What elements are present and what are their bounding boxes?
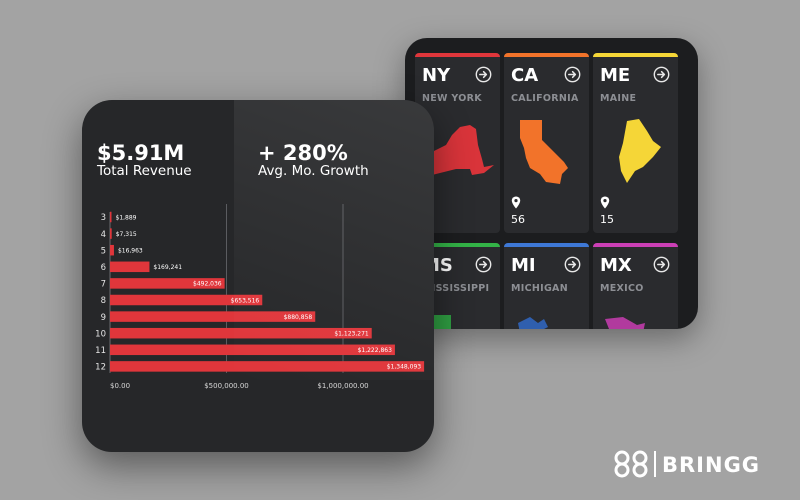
chart-bar xyxy=(110,294,263,306)
arrow-right-circle-icon[interactable] xyxy=(564,256,581,273)
chart-category-label: 4 xyxy=(101,230,106,240)
state-card-michigan[interactable]: MI MICHIGAN xyxy=(504,243,589,329)
chart-category-label: 7 xyxy=(101,280,106,290)
brand-logo: BRINGG xyxy=(612,449,772,479)
growth-value: + 280% xyxy=(258,141,348,165)
growth-label: Avg. Mo. Growth xyxy=(258,163,369,179)
state-name: MISSISSIPPI xyxy=(422,283,490,294)
location-pin-icon xyxy=(511,194,521,209)
chart-x-tick-label: $1,000,000.00 xyxy=(317,382,368,390)
state-accent-bar xyxy=(415,243,500,247)
chart-data-label: $169,241 xyxy=(153,264,182,271)
arrow-right-circle-icon[interactable] xyxy=(475,256,492,273)
bringg-logo-icon xyxy=(614,450,648,478)
arrow-right-circle-icon[interactable] xyxy=(564,66,581,83)
logo-divider xyxy=(654,451,656,477)
state-card-maine[interactable]: ME MAINE 15 xyxy=(593,53,678,233)
state-accent-bar xyxy=(593,53,678,57)
chart-category-label: 5 xyxy=(101,246,106,256)
total-revenue-value: $5.91M xyxy=(97,141,185,165)
maine-shape-icon xyxy=(613,117,665,191)
chart-x-tick-label: $0.00 xyxy=(110,382,130,390)
chart-data-label: $1,123,271 xyxy=(334,331,369,338)
location-pin-icon xyxy=(600,194,610,209)
state-card-california[interactable]: CA CALIFORNIA 56 xyxy=(504,53,589,233)
state-name: MAINE xyxy=(600,93,637,104)
revenue-bar-chart: 3 $1,889 4 $7,315 5 $16,963 6 $169,241 7 $492,036… xyxy=(95,204,425,390)
chart-category-label: 12 xyxy=(95,363,106,373)
state-abbreviation: ME xyxy=(600,65,631,86)
chart-bar xyxy=(110,278,225,289)
state-abbreviation: MI xyxy=(511,255,536,276)
chart-data-label: $7,315 xyxy=(116,231,137,238)
chart-bar xyxy=(110,361,425,372)
chart-data-label: $653,516 xyxy=(231,297,260,304)
state-location-count: 15 xyxy=(600,213,614,226)
state-accent-bar xyxy=(593,243,678,247)
state-accent-bar xyxy=(504,53,589,57)
arrow-right-circle-icon[interactable] xyxy=(653,66,670,83)
state-accent-bar xyxy=(415,53,500,57)
chart-data-label: $1,889 xyxy=(116,214,137,221)
california-shape-icon xyxy=(516,118,578,192)
arrow-right-circle-icon[interactable] xyxy=(475,66,492,83)
chart-bar xyxy=(110,244,114,256)
state-name: MICHIGAN xyxy=(511,283,568,294)
chart-bar xyxy=(110,228,112,239)
revenue-panel: $5.91M Total Revenue + 280% Avg. Mo. Gro… xyxy=(82,100,434,452)
chart-category-label: 11 xyxy=(95,346,106,356)
chart-data-label: $16,963 xyxy=(118,248,143,255)
chart-category-label: 6 xyxy=(101,263,106,273)
state-name: CALIFORNIA xyxy=(511,93,579,104)
mexico-shape-icon xyxy=(603,313,647,329)
state-accent-bar xyxy=(504,243,589,247)
state-card-mexico[interactable]: MX MEXICO xyxy=(593,243,678,329)
state-abbreviation: MX xyxy=(600,255,632,276)
new-york-shape-icon xyxy=(426,123,498,189)
chart-category-label: 3 xyxy=(101,213,106,223)
chart-bar xyxy=(110,211,112,223)
chart-data-label: $492,036 xyxy=(193,281,222,288)
state-location-count: 56 xyxy=(511,213,525,226)
state-abbreviation: CA xyxy=(511,65,539,86)
state-abbreviation: NY xyxy=(422,65,451,86)
arrow-right-circle-icon[interactable] xyxy=(653,256,670,273)
chart-data-label: $880,858 xyxy=(284,314,313,321)
chart-data-label: $1,222,863 xyxy=(358,347,393,354)
michigan-shape-icon xyxy=(514,313,558,329)
chart-bar xyxy=(110,327,372,339)
chart-bar xyxy=(110,311,316,322)
state-name: NEW YORK xyxy=(422,93,482,104)
state-name: MEXICO xyxy=(600,283,644,294)
chart-data-label: $1,348,093 xyxy=(387,364,422,371)
chart-bar xyxy=(110,344,395,356)
chart-category-label: 8 xyxy=(101,296,106,306)
chart-category-label: 10 xyxy=(95,329,106,339)
chart-bar xyxy=(110,261,150,273)
chart-x-tick-label: $500,000.00 xyxy=(204,382,249,390)
chart-category-label: 9 xyxy=(101,313,106,323)
brand-name: BRINGG xyxy=(662,453,761,477)
total-revenue-label: Total Revenue xyxy=(97,163,192,179)
